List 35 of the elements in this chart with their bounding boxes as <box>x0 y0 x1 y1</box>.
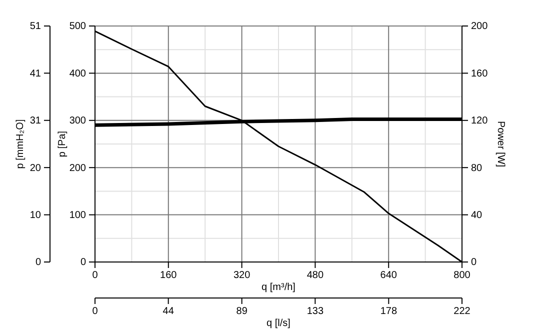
x-axis-title: q [m³/h] <box>262 282 296 293</box>
x-tick-label: 160 <box>160 270 178 282</box>
y-axis-title: p [Pa] <box>57 130 68 158</box>
x2-tick-label: 222 <box>454 306 471 318</box>
x2-tick-label: 89 <box>236 306 248 318</box>
y3-tick-label: 0 <box>35 257 42 268</box>
y2-tick-label: 80 <box>471 162 483 174</box>
x2-tick-label: 44 <box>162 306 174 318</box>
y3-axis-title: p [mmH₂O] <box>15 119 26 169</box>
y2-tick-label: 200 <box>471 21 488 32</box>
y2-tick-label: 120 <box>471 116 488 127</box>
x-tick-label: 0 <box>92 270 98 282</box>
x-tick-label: 320 <box>233 270 251 282</box>
y3-tick-label: 41 <box>30 68 42 80</box>
y2-tick-label: 40 <box>471 210 483 221</box>
x-tick-label: 800 <box>454 270 471 282</box>
y3-tick-label: 31 <box>30 116 42 127</box>
y3-tick-label: 10 <box>30 210 42 221</box>
x2-axis-title: q [l/s] <box>266 318 291 329</box>
y2-tick-label: 160 <box>471 68 488 80</box>
y-tick-label: 100 <box>69 210 86 221</box>
y-tick-label: 500 <box>69 21 86 32</box>
y-tick-label: 400 <box>69 68 86 80</box>
x2-tick-label: 0 <box>92 306 98 318</box>
x2-tick-label: 178 <box>380 306 398 318</box>
y-tick-label: 0 <box>80 257 86 268</box>
x-tick-label: 480 <box>306 270 324 282</box>
y2-axis-title: Power [W] <box>495 120 506 168</box>
x-tick-label: 640 <box>380 270 398 282</box>
y3-tick-label: 51 <box>30 21 42 32</box>
x2-tick-label: 133 <box>306 306 324 318</box>
y3-tick-label: 20 <box>30 162 42 174</box>
y2-tick-label: 0 <box>471 257 477 268</box>
y-tick-label: 300 <box>69 116 86 127</box>
y-tick-label: 200 <box>69 162 86 174</box>
